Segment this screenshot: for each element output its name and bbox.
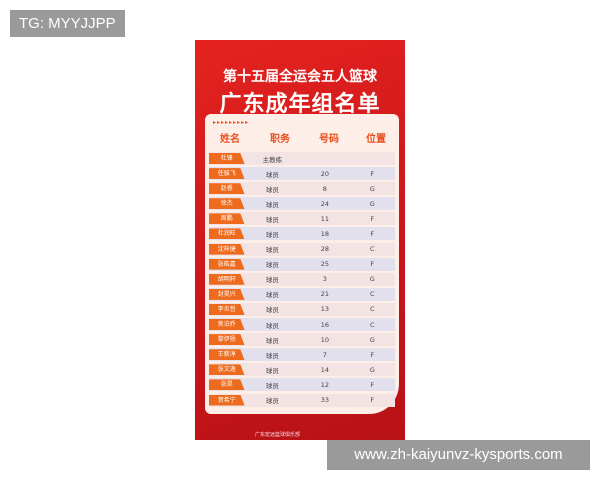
url-watermark: www.zh-kaiyunvz-kysports.com bbox=[327, 440, 590, 470]
player-role: 球员 bbox=[265, 351, 279, 360]
player-name: 焦泊乔 bbox=[209, 319, 245, 331]
player-name: 徐杰 bbox=[209, 198, 245, 210]
table-row: 贺希宁 球员 33 F bbox=[209, 393, 395, 407]
player-role: 球员 bbox=[265, 306, 279, 315]
player-name: 沈梓捷 bbox=[209, 243, 245, 255]
player-position: F bbox=[370, 350, 375, 359]
player-number: 16 bbox=[320, 320, 329, 329]
player-position: G bbox=[369, 365, 375, 374]
player-role: 球员 bbox=[265, 291, 279, 300]
header-role: 职务 bbox=[270, 134, 290, 145]
header-number: 号码 bbox=[319, 134, 339, 145]
player-number: 14 bbox=[320, 365, 329, 374]
player-position: G bbox=[369, 199, 375, 208]
player-name: 张文逸 bbox=[209, 364, 245, 376]
table-row: 杜锋 主教练 bbox=[209, 152, 395, 165]
player-name: 任骏飞 bbox=[209, 168, 245, 180]
player-number: 3 bbox=[322, 275, 327, 284]
table-row: 李炎哲 球员 13 C bbox=[209, 302, 395, 316]
player-name: 黎伊扬 bbox=[209, 334, 245, 346]
roster-table: 杜锋 主教练 任骏飞 球员 20 F 赵睿 球员 8 G 徐杰 球员 24 G 周鹏 … bbox=[209, 152, 395, 409]
player-name: 贺希宁 bbox=[209, 394, 245, 406]
player-role: 主教练 bbox=[262, 155, 283, 164]
player-role: 球员 bbox=[265, 170, 279, 179]
watermark-label: TG: MYYJJPP bbox=[10, 10, 125, 37]
table-header: 姓名 职务 号码 位置 bbox=[205, 130, 399, 145]
player-position: F bbox=[370, 169, 375, 178]
table-row: 赵睿 球员 8 G bbox=[209, 182, 395, 196]
player-position: G bbox=[369, 335, 375, 344]
player-number: 20 bbox=[320, 169, 329, 178]
player-role: 球员 bbox=[265, 397, 279, 405]
player-number: 25 bbox=[320, 260, 329, 269]
player-role: 球员 bbox=[265, 200, 279, 209]
table-row: 周鹏 球员 11 F bbox=[209, 212, 395, 226]
player-number: 24 bbox=[320, 199, 329, 208]
player-position: F bbox=[370, 260, 375, 269]
table-row: 胡明轩 球员 3 G bbox=[209, 272, 395, 286]
player-position: C bbox=[370, 305, 375, 314]
table-row: 黎伊扬 球员 10 G bbox=[209, 333, 395, 347]
player-name: 杜润旺 bbox=[209, 228, 245, 240]
player-position: C bbox=[370, 320, 375, 329]
arrows-decoration: ▸▸▸▸▸▸▸▸▸ bbox=[213, 119, 250, 126]
player-role: 球员 bbox=[265, 321, 279, 330]
table-row: 徐杰 球员 24 G bbox=[209, 197, 395, 211]
player-role: 球员 bbox=[265, 230, 279, 239]
table-row: 杜润旺 球员 18 F bbox=[209, 227, 395, 241]
table-row: 沈梓捷 球员 28 C bbox=[209, 242, 395, 256]
player-name: 赵睿 bbox=[209, 183, 245, 195]
player-position: F bbox=[370, 380, 375, 389]
header-name: 姓名 bbox=[220, 134, 240, 145]
player-name: 张昊 bbox=[209, 379, 245, 391]
table-row: 焦泊乔 球员 16 C bbox=[209, 318, 395, 332]
player-role: 球员 bbox=[265, 336, 279, 345]
player-number: 33 bbox=[320, 396, 329, 404]
poster-subtitle: 广东成年组名单 bbox=[219, 92, 381, 117]
player-role: 球员 bbox=[265, 381, 279, 390]
table-row: 封昊兴 球员 21 C bbox=[209, 287, 395, 301]
player-position: F bbox=[370, 229, 375, 238]
player-name: 周鹏 bbox=[209, 213, 245, 225]
player-position: F bbox=[370, 214, 375, 223]
player-number: 10 bbox=[320, 335, 329, 344]
player-position: F bbox=[370, 396, 375, 404]
table-row: 王薪淳 球员 7 F bbox=[209, 348, 395, 362]
table-row: 任骏飞 球员 20 F bbox=[209, 167, 395, 181]
player-name: 杜锋 bbox=[209, 153, 245, 164]
player-position: C bbox=[370, 290, 375, 299]
player-position: G bbox=[369, 275, 375, 284]
roster-card: ▸▸▸▸▸▸▸▸▸ 姓名 职务 号码 位置 杜锋 主教练 任骏飞 球员 20 F… bbox=[205, 114, 399, 414]
player-role: 球员 bbox=[265, 261, 279, 270]
poster-title: 第十五届全运会五人篮球 bbox=[223, 69, 377, 85]
table-row: 张皓嘉 球员 25 F bbox=[209, 257, 395, 271]
player-role: 球员 bbox=[265, 276, 279, 285]
player-role: 球员 bbox=[265, 246, 279, 255]
player-position: C bbox=[370, 245, 375, 254]
header-position: 位置 bbox=[366, 134, 386, 145]
player-number: 28 bbox=[320, 245, 329, 254]
player-name: 李炎哲 bbox=[209, 303, 245, 315]
roster-poster: 第十五届全运会五人篮球 广东成年组名单 ▸▸▸▸▸▸▸▸▸ 姓名 职务 号码 位… bbox=[195, 40, 405, 440]
player-number: 12 bbox=[320, 380, 329, 389]
player-position: G bbox=[369, 184, 375, 193]
player-role: 球员 bbox=[265, 185, 279, 194]
poster-footer: 广东宏远篮球俱乐部 bbox=[255, 432, 301, 438]
table-row: 张文逸 球员 14 G bbox=[209, 363, 395, 377]
player-name: 封昊兴 bbox=[209, 288, 245, 300]
player-number: 7 bbox=[322, 350, 327, 359]
player-number: 13 bbox=[320, 305, 329, 314]
player-name: 张皓嘉 bbox=[209, 258, 245, 270]
player-name: 胡明轩 bbox=[209, 273, 245, 285]
player-number: 21 bbox=[320, 290, 329, 299]
player-role: 球员 bbox=[265, 215, 279, 224]
player-role: 球员 bbox=[265, 366, 279, 375]
player-number: 8 bbox=[322, 184, 327, 193]
player-number: 18 bbox=[320, 229, 329, 238]
player-number: 11 bbox=[320, 214, 329, 223]
table-row: 张昊 球员 12 F bbox=[209, 378, 395, 392]
player-name: 王薪淳 bbox=[209, 349, 245, 361]
